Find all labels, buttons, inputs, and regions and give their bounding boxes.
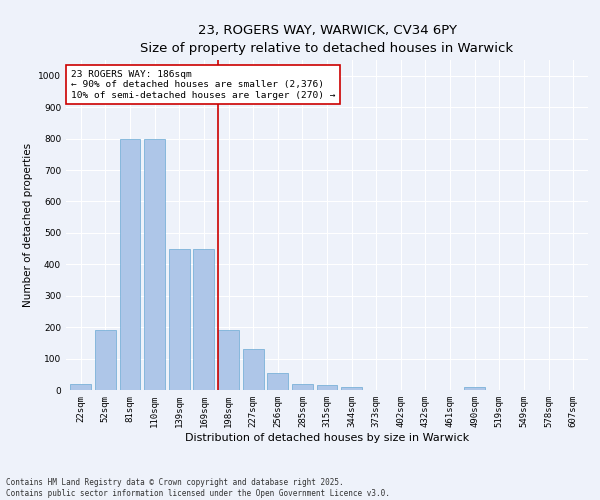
Bar	[119, 138, 140, 390]
Bar	[95, 330, 116, 390]
Bar	[317, 386, 337, 390]
Y-axis label: Number of detached properties: Number of detached properties	[23, 143, 32, 307]
Bar	[267, 372, 288, 390]
Text: Contains HM Land Registry data © Crown copyright and database right 2025.
Contai: Contains HM Land Registry data © Crown c…	[6, 478, 390, 498]
Title: 23, ROGERS WAY, WARWICK, CV34 6PY
Size of property relative to detached houses i: 23, ROGERS WAY, WARWICK, CV34 6PY Size o…	[140, 24, 514, 54]
Bar	[218, 330, 239, 390]
Bar	[144, 138, 165, 390]
Bar	[292, 384, 313, 390]
Bar	[341, 387, 362, 390]
X-axis label: Distribution of detached houses by size in Warwick: Distribution of detached houses by size …	[185, 432, 469, 442]
Bar	[169, 248, 190, 390]
Bar	[193, 248, 214, 390]
Bar	[242, 349, 263, 390]
Bar	[464, 387, 485, 390]
Text: 23 ROGERS WAY: 186sqm
← 90% of detached houses are smaller (2,376)
10% of semi-d: 23 ROGERS WAY: 186sqm ← 90% of detached …	[71, 70, 336, 100]
Bar	[70, 384, 91, 390]
